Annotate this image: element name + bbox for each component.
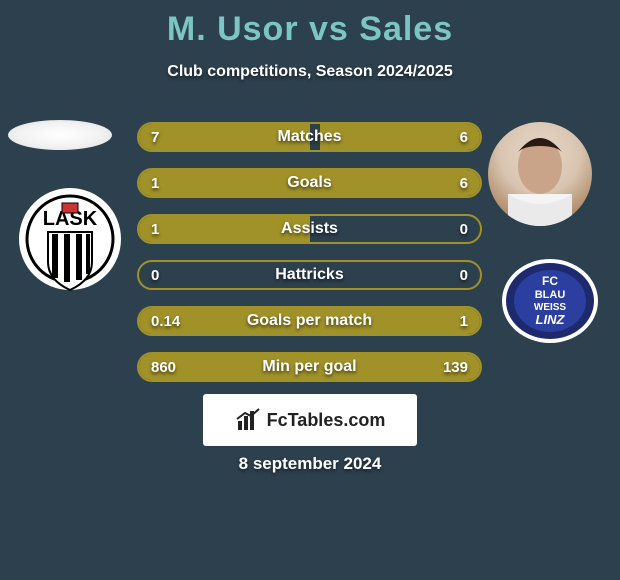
stat-row: 0 0Hattricks — [137, 260, 482, 290]
player-left-placeholder — [8, 120, 112, 150]
club-right-logo: FC BLAU WEISS LINZ — [500, 258, 600, 344]
svg-text:FC: FC — [542, 274, 558, 288]
value-left: 0 — [151, 262, 159, 288]
bar-left — [139, 124, 310, 150]
bar-right — [183, 170, 480, 196]
stat-row: 860139Min per goal — [137, 352, 482, 382]
svg-text:LINZ: LINZ — [536, 312, 566, 327]
bar-left — [139, 308, 180, 334]
stat-row: 16Goals — [137, 168, 482, 198]
brand-icon — [235, 407, 261, 433]
brand-badge: FcTables.com — [203, 394, 417, 446]
player-right-photo — [488, 122, 592, 226]
bar-left — [139, 354, 436, 380]
bar-left — [139, 216, 310, 242]
value-right: 0 — [460, 262, 468, 288]
page-title: M. Usor vs Sales — [0, 0, 620, 49]
subtitle: Club competitions, Season 2024/2025 — [0, 63, 620, 81]
svg-text:BLAU: BLAU — [535, 289, 566, 301]
club-left-logo: LASK — [18, 178, 122, 300]
bar-left — [139, 170, 183, 196]
stat-row: 0.141Goals per match — [137, 306, 482, 336]
bar-right — [320, 124, 480, 150]
date-text: 8 september 2024 — [0, 454, 620, 474]
value-right: 0 — [460, 216, 468, 242]
comparison-chart: 76Matches16Goals10Assists00Hattricks0.14… — [137, 122, 482, 398]
stat-row: 76Matches — [137, 122, 482, 152]
stat-row: 10Assists — [137, 214, 482, 244]
bar-right — [180, 308, 480, 334]
row-label: Hattricks — [139, 262, 480, 288]
bar-right — [436, 354, 480, 380]
brand-text: FcTables.com — [267, 410, 386, 431]
